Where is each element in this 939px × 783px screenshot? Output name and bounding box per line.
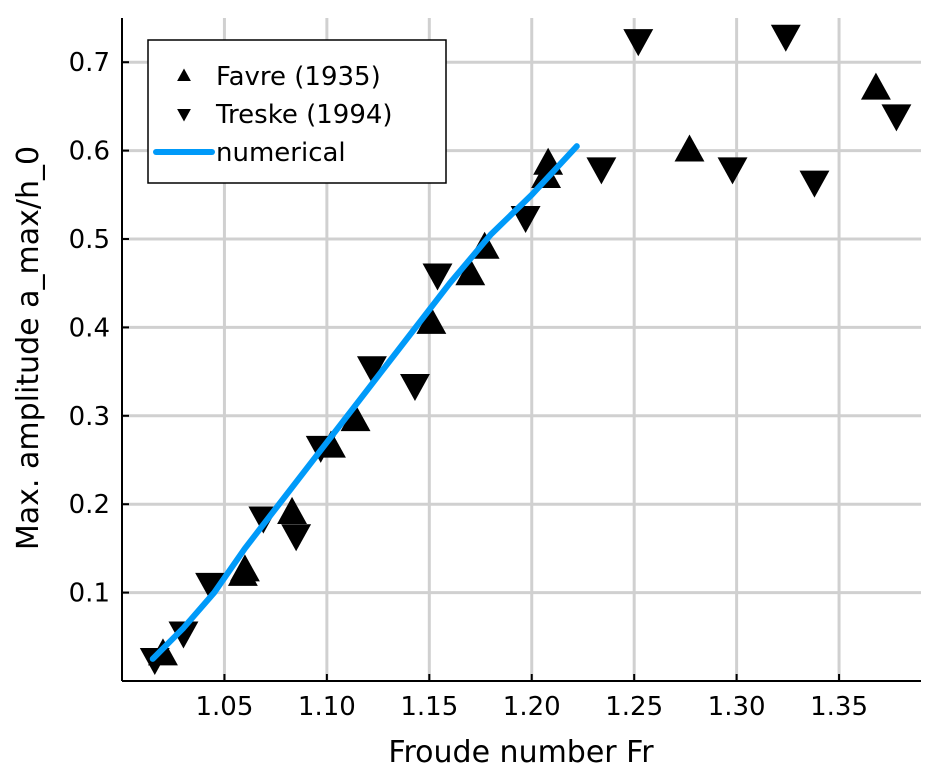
treske-data-point bbox=[139, 647, 170, 676]
y-tick-label: 0.3 bbox=[69, 402, 110, 432]
x-tick-label: 1.15 bbox=[400, 692, 458, 722]
svg-text:Froude number Fr: Froude number Fr bbox=[388, 735, 654, 770]
treske-data-point bbox=[623, 29, 654, 57]
y-tick-label: 0.1 bbox=[69, 579, 110, 609]
favre-data-point bbox=[416, 306, 447, 334]
svg-text:Max. amplitude a_max/h_0: Max. amplitude a_max/h_0 bbox=[11, 146, 46, 550]
treske-data-point bbox=[586, 157, 617, 185]
x-tick-label: 1.25 bbox=[605, 692, 663, 722]
y-axis-label: Max. amplitude a_max/h_0 bbox=[11, 146, 46, 550]
y-tick-label: 0.4 bbox=[69, 313, 110, 343]
favre-data-point bbox=[455, 258, 486, 286]
y-tick-label: 0.5 bbox=[69, 225, 110, 255]
x-tick-label: 1.30 bbox=[708, 692, 766, 722]
y-tick-label: 0.6 bbox=[69, 137, 110, 167]
y-tick-label: 0.7 bbox=[69, 48, 110, 78]
x-tick-label: 1.20 bbox=[503, 692, 561, 722]
treske-data-point bbox=[281, 524, 312, 552]
legend-marker-swatch bbox=[177, 108, 191, 122]
treske-data-point bbox=[881, 104, 912, 132]
x-tick-label: 1.10 bbox=[298, 692, 356, 722]
legend-box bbox=[147, 39, 447, 184]
axes bbox=[121, 18, 921, 682]
grid bbox=[122, 18, 921, 681]
treske-data-point bbox=[510, 205, 541, 234]
legend-entry-label: Treske (1994) bbox=[215, 100, 393, 130]
favre-data-point bbox=[277, 496, 307, 524]
legend-marker-swatch bbox=[177, 68, 191, 82]
treske-data-point bbox=[770, 24, 801, 52]
x-tick-label: 1.05 bbox=[195, 692, 253, 722]
treske-data-point bbox=[195, 572, 226, 600]
series-2 bbox=[149, 143, 580, 662]
numerical-line bbox=[149, 143, 580, 662]
x-tick-label: 1.35 bbox=[810, 692, 868, 722]
treske-data-point bbox=[717, 157, 748, 185]
plot-area bbox=[139, 24, 912, 676]
favre-data-point bbox=[229, 554, 260, 582]
treske-data-point bbox=[356, 356, 387, 384]
x-axis-label-text: Froude number Fr bbox=[388, 735, 654, 770]
treske-data-point bbox=[168, 621, 199, 649]
legend-entry-label: numerical bbox=[216, 138, 346, 168]
favre-data-point bbox=[340, 404, 371, 432]
favre-data-point bbox=[674, 134, 705, 162]
x-axis-label: Froude number Fr bbox=[388, 735, 654, 770]
y-axis-label-text: Max. amplitude a_max/h_0 bbox=[11, 146, 46, 550]
favre-data-point bbox=[860, 72, 891, 100]
legend: Favre (1935) Treske (1994) numerical bbox=[147, 39, 447, 184]
treske-data-point bbox=[799, 170, 830, 198]
tick-labels: 1.05 1.10 1.15 1.20 1.25 1.30 1.35 0.1 0.2 0.3 0.4… bbox=[69, 48, 868, 722]
legend-entry-label: Favre (1935) bbox=[216, 62, 381, 92]
treske-data-point bbox=[400, 373, 430, 401]
treske-data-point bbox=[422, 263, 453, 291]
y-tick-label: 0.2 bbox=[69, 490, 110, 520]
